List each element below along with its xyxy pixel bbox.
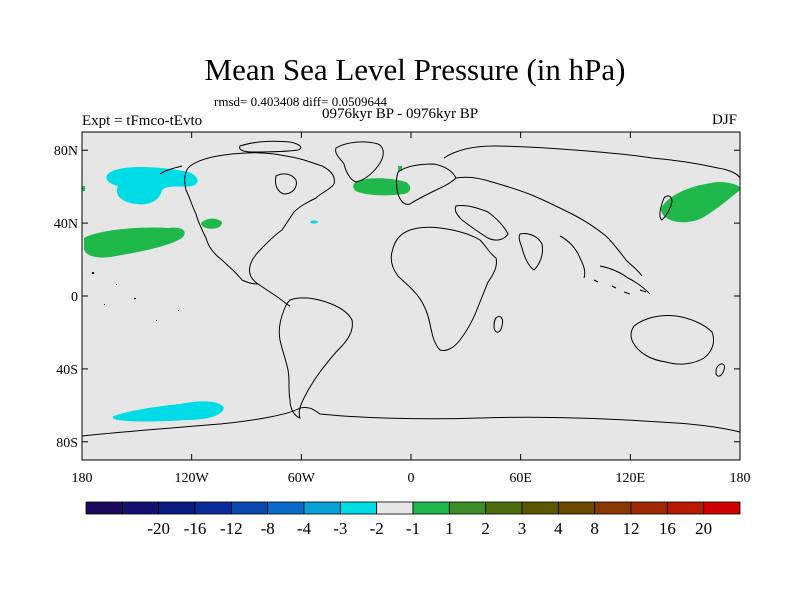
- experiment-label: Expt = tFmco-tEvto: [82, 113, 203, 129]
- lat-tick-label: 0: [71, 290, 78, 305]
- east-asia-positive-region: [661, 182, 740, 223]
- small-green-patch: [398, 166, 402, 171]
- colorbar-label: 2: [481, 519, 490, 538]
- colorbar-swatch: [376, 501, 414, 515]
- longitude-axis: 180 120W 60W 0 60E 120E 180: [72, 132, 751, 486]
- small-cyan-patch: [310, 220, 318, 224]
- lat-tick-label: 40S: [56, 363, 78, 378]
- colorbar-swatch: [158, 501, 196, 515]
- color-bar: -20 -16 -12 -8 -4 -3 -2 -1 1 2 3 4 8 12 16 20: [85, 501, 741, 538]
- colorbar-swatch: [339, 501, 378, 515]
- colorbar-label: 20: [695, 519, 712, 538]
- lat-tick-label: 40N: [54, 217, 78, 232]
- lat-tick-label: 80N: [54, 144, 78, 159]
- lon-tick-label: 0: [408, 471, 415, 486]
- colorbar-swatch: [267, 501, 305, 515]
- colorbar-swatch: [666, 501, 705, 515]
- colorbar-swatch: [412, 501, 450, 515]
- colorbar-swatch: [230, 501, 269, 515]
- colorbar-label: 3: [518, 519, 527, 538]
- california-positive-region: [201, 218, 222, 229]
- colorbar-swatch: [557, 501, 596, 515]
- colorbar-label: -16: [184, 519, 207, 538]
- north-pacific-negative-region: [106, 167, 198, 205]
- colorbar-swatch: [521, 501, 559, 515]
- colorbar-label: 4: [554, 519, 563, 538]
- lon-tick-label: 60W: [288, 471, 316, 486]
- south-pacific-negative-region: [112, 401, 224, 422]
- colorbar-swatch: [448, 501, 487, 515]
- colorbar-label: 8: [590, 519, 599, 538]
- coastlines: [82, 140, 740, 437]
- colorbar-swatch: [303, 501, 341, 515]
- colorbar-label: -20: [147, 519, 170, 538]
- lon-tick-label: 120W: [175, 471, 210, 486]
- small-green-patch-2: [82, 186, 85, 191]
- colorbar-label: 12: [623, 519, 640, 538]
- colorbar-label: -1: [406, 519, 420, 538]
- lon-tick-label: 180: [730, 471, 751, 486]
- colorbar-swatch: [594, 501, 632, 515]
- period-label: 0976kyr BP - 0976kyr BP: [322, 106, 479, 122]
- lon-tick-label: 120E: [616, 471, 646, 486]
- stats-label: rmsd= 0.403408 diff= 0.0509644: [214, 94, 387, 109]
- colorbar-swatch: [703, 501, 741, 515]
- lon-tick-label: 60E: [509, 471, 532, 486]
- colorbar-label: 16: [659, 519, 676, 538]
- colorbar-label: -12: [220, 519, 243, 538]
- pacific-islands: [92, 272, 179, 321]
- colorbar-swatch: [121, 501, 160, 515]
- colorbar-label: 1: [445, 519, 454, 538]
- colorbar-swatch: [194, 501, 232, 515]
- colorbar-label: -4: [297, 519, 312, 538]
- lat-tick-label: 80S: [56, 436, 78, 451]
- colorbar-swatch: [485, 501, 523, 515]
- colorbar-swatch: [85, 501, 123, 515]
- lon-tick-label: 180: [72, 471, 93, 486]
- colorbar-label: -8: [261, 519, 275, 538]
- colorbar-swatch: [630, 501, 668, 515]
- subtropical-pacific-positive-region: [84, 227, 185, 258]
- colorbar-label: -3: [333, 519, 347, 538]
- season-label: DJF: [712, 112, 738, 128]
- latitude-axis: 80N 40N 0 40S 80S: [54, 144, 740, 451]
- map-title: Mean Sea Level Pressure (in hPa): [204, 52, 626, 87]
- colorbar-label: -2: [370, 519, 384, 538]
